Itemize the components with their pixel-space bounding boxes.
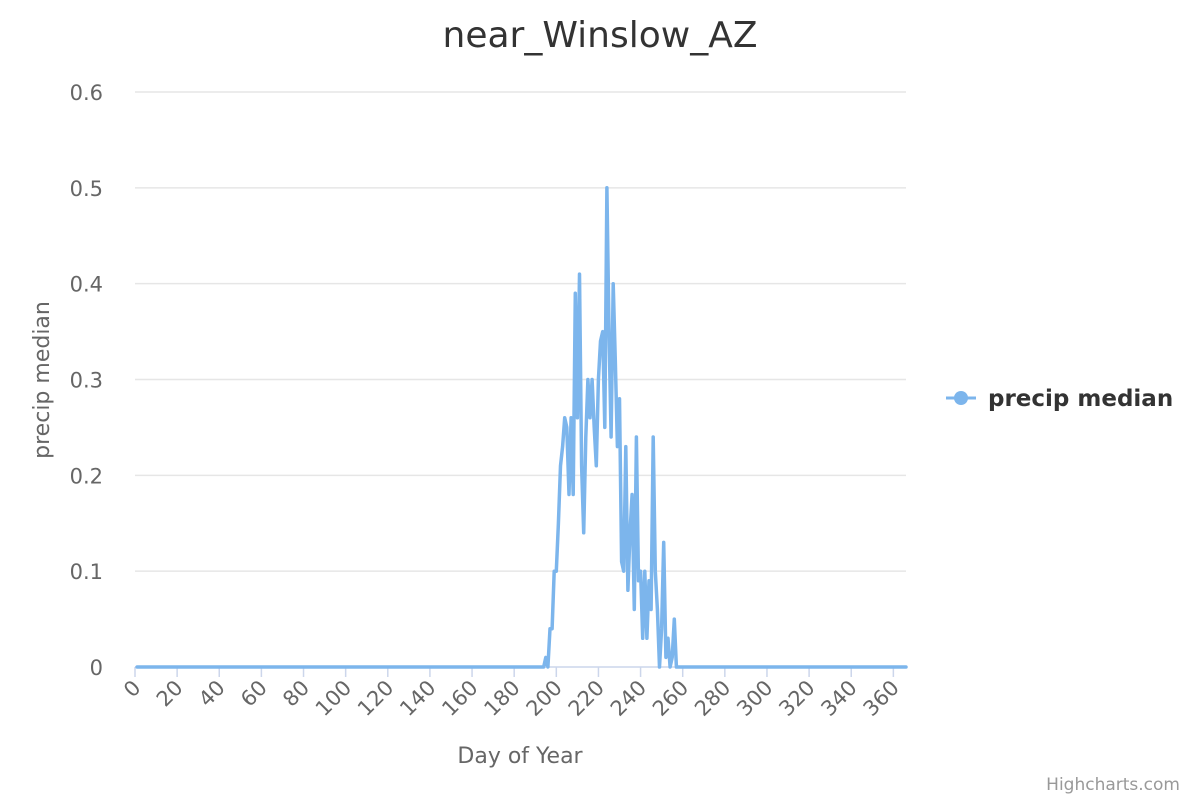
y-tick-label: 0.5 <box>70 177 103 201</box>
legend-item-precip-median[interactable]: precip median <box>988 386 1173 412</box>
x-tick-label: 260 <box>648 676 693 721</box>
chart-title: near_Winslow_AZ <box>443 15 758 56</box>
x-tick-label: 340 <box>816 676 861 721</box>
x-tick-label: 60 <box>236 676 272 712</box>
x-axis-title: Day of Year <box>457 744 583 769</box>
x-tick-label: 360 <box>859 676 904 721</box>
x-tick-label: 0 <box>119 676 145 702</box>
x-tick-label: 80 <box>278 676 314 712</box>
x-tick-label: 120 <box>353 676 398 721</box>
y-axis-title: precip median <box>30 301 55 459</box>
x-tick-label: 200 <box>522 676 567 721</box>
legend-symbol-marker <box>954 391 968 405</box>
y-tick-label: 0.4 <box>70 273 103 297</box>
series-line-precip-median[interactable] <box>135 186 908 669</box>
x-tick-label: 240 <box>606 676 651 721</box>
x-tick-label: 300 <box>732 676 777 721</box>
y-tick-label: 0.1 <box>70 560 103 584</box>
series-layer <box>135 186 908 669</box>
x-tick-label: 220 <box>564 676 609 721</box>
x-tick-label: 320 <box>774 676 819 721</box>
y-gridlines <box>135 91 906 572</box>
x-tick-label: 140 <box>395 676 440 721</box>
y-axis: 0 0.1 0.2 0.3 0.4 0.5 0.6 <box>70 81 103 680</box>
x-tick-label: 100 <box>311 676 356 721</box>
legend[interactable]: precip median <box>946 386 1173 412</box>
x-tick-label: 180 <box>479 676 524 721</box>
y-tick-label: 0 <box>90 656 103 680</box>
x-tick-label: 280 <box>690 676 735 721</box>
y-tick-label: 0.6 <box>70 81 103 105</box>
x-tick-label: 20 <box>152 676 188 712</box>
y-tick-label: 0.3 <box>70 369 103 393</box>
y-tick-label: 0.2 <box>70 464 103 488</box>
x-tick-label: 40 <box>194 676 230 712</box>
x-tick-label: 160 <box>437 676 482 721</box>
credits-link[interactable]: Highcharts.com <box>1046 775 1180 795</box>
x-axis: 0 20 40 60 801001201401601802002202402602803… <box>119 666 906 721</box>
